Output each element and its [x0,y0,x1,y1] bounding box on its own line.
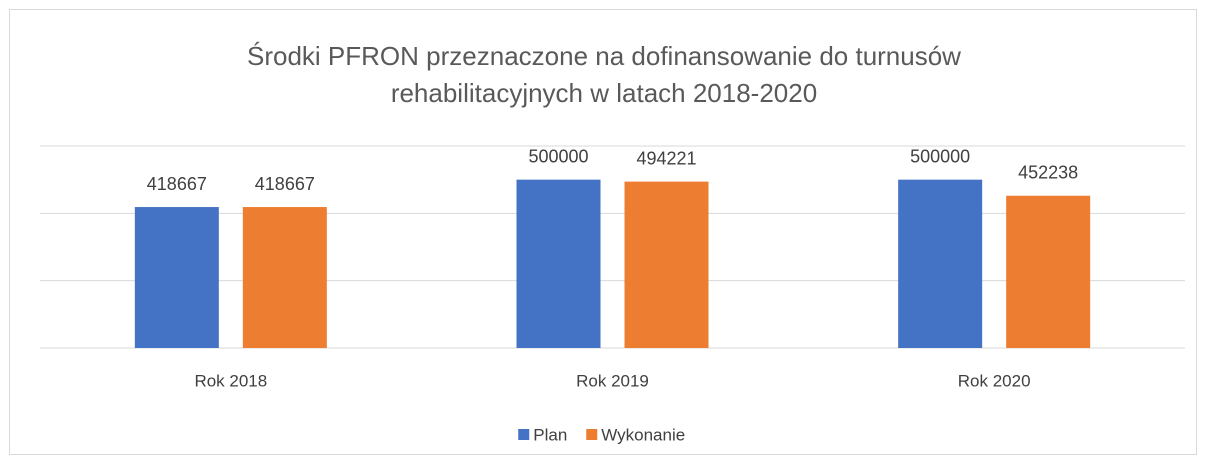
chart-title: Środki PFRON przeznaczone na dofinansowa… [247,41,961,108]
data-label: 452238 [1018,162,1078,182]
bar [624,181,709,348]
x-tick-label: Rok 2019 [576,371,649,390]
legend-label: Plan [533,425,567,444]
data-label: 494221 [636,148,696,168]
legend-swatch [518,429,530,440]
data-label: 500000 [528,146,588,166]
legend-label: Wykonanie [601,425,685,444]
bar [242,207,327,348]
bar [898,179,983,348]
bar [516,179,601,348]
legend-swatch [586,429,598,440]
x-tick-label: Rok 2018 [194,371,267,390]
chart-border [9,9,1197,455]
data-label: 418667 [255,174,315,194]
bar [1006,195,1091,348]
bar [134,207,219,348]
x-tick-label: Rok 2020 [958,371,1031,390]
data-label: 418667 [147,174,207,194]
data-label: 500000 [910,146,970,166]
